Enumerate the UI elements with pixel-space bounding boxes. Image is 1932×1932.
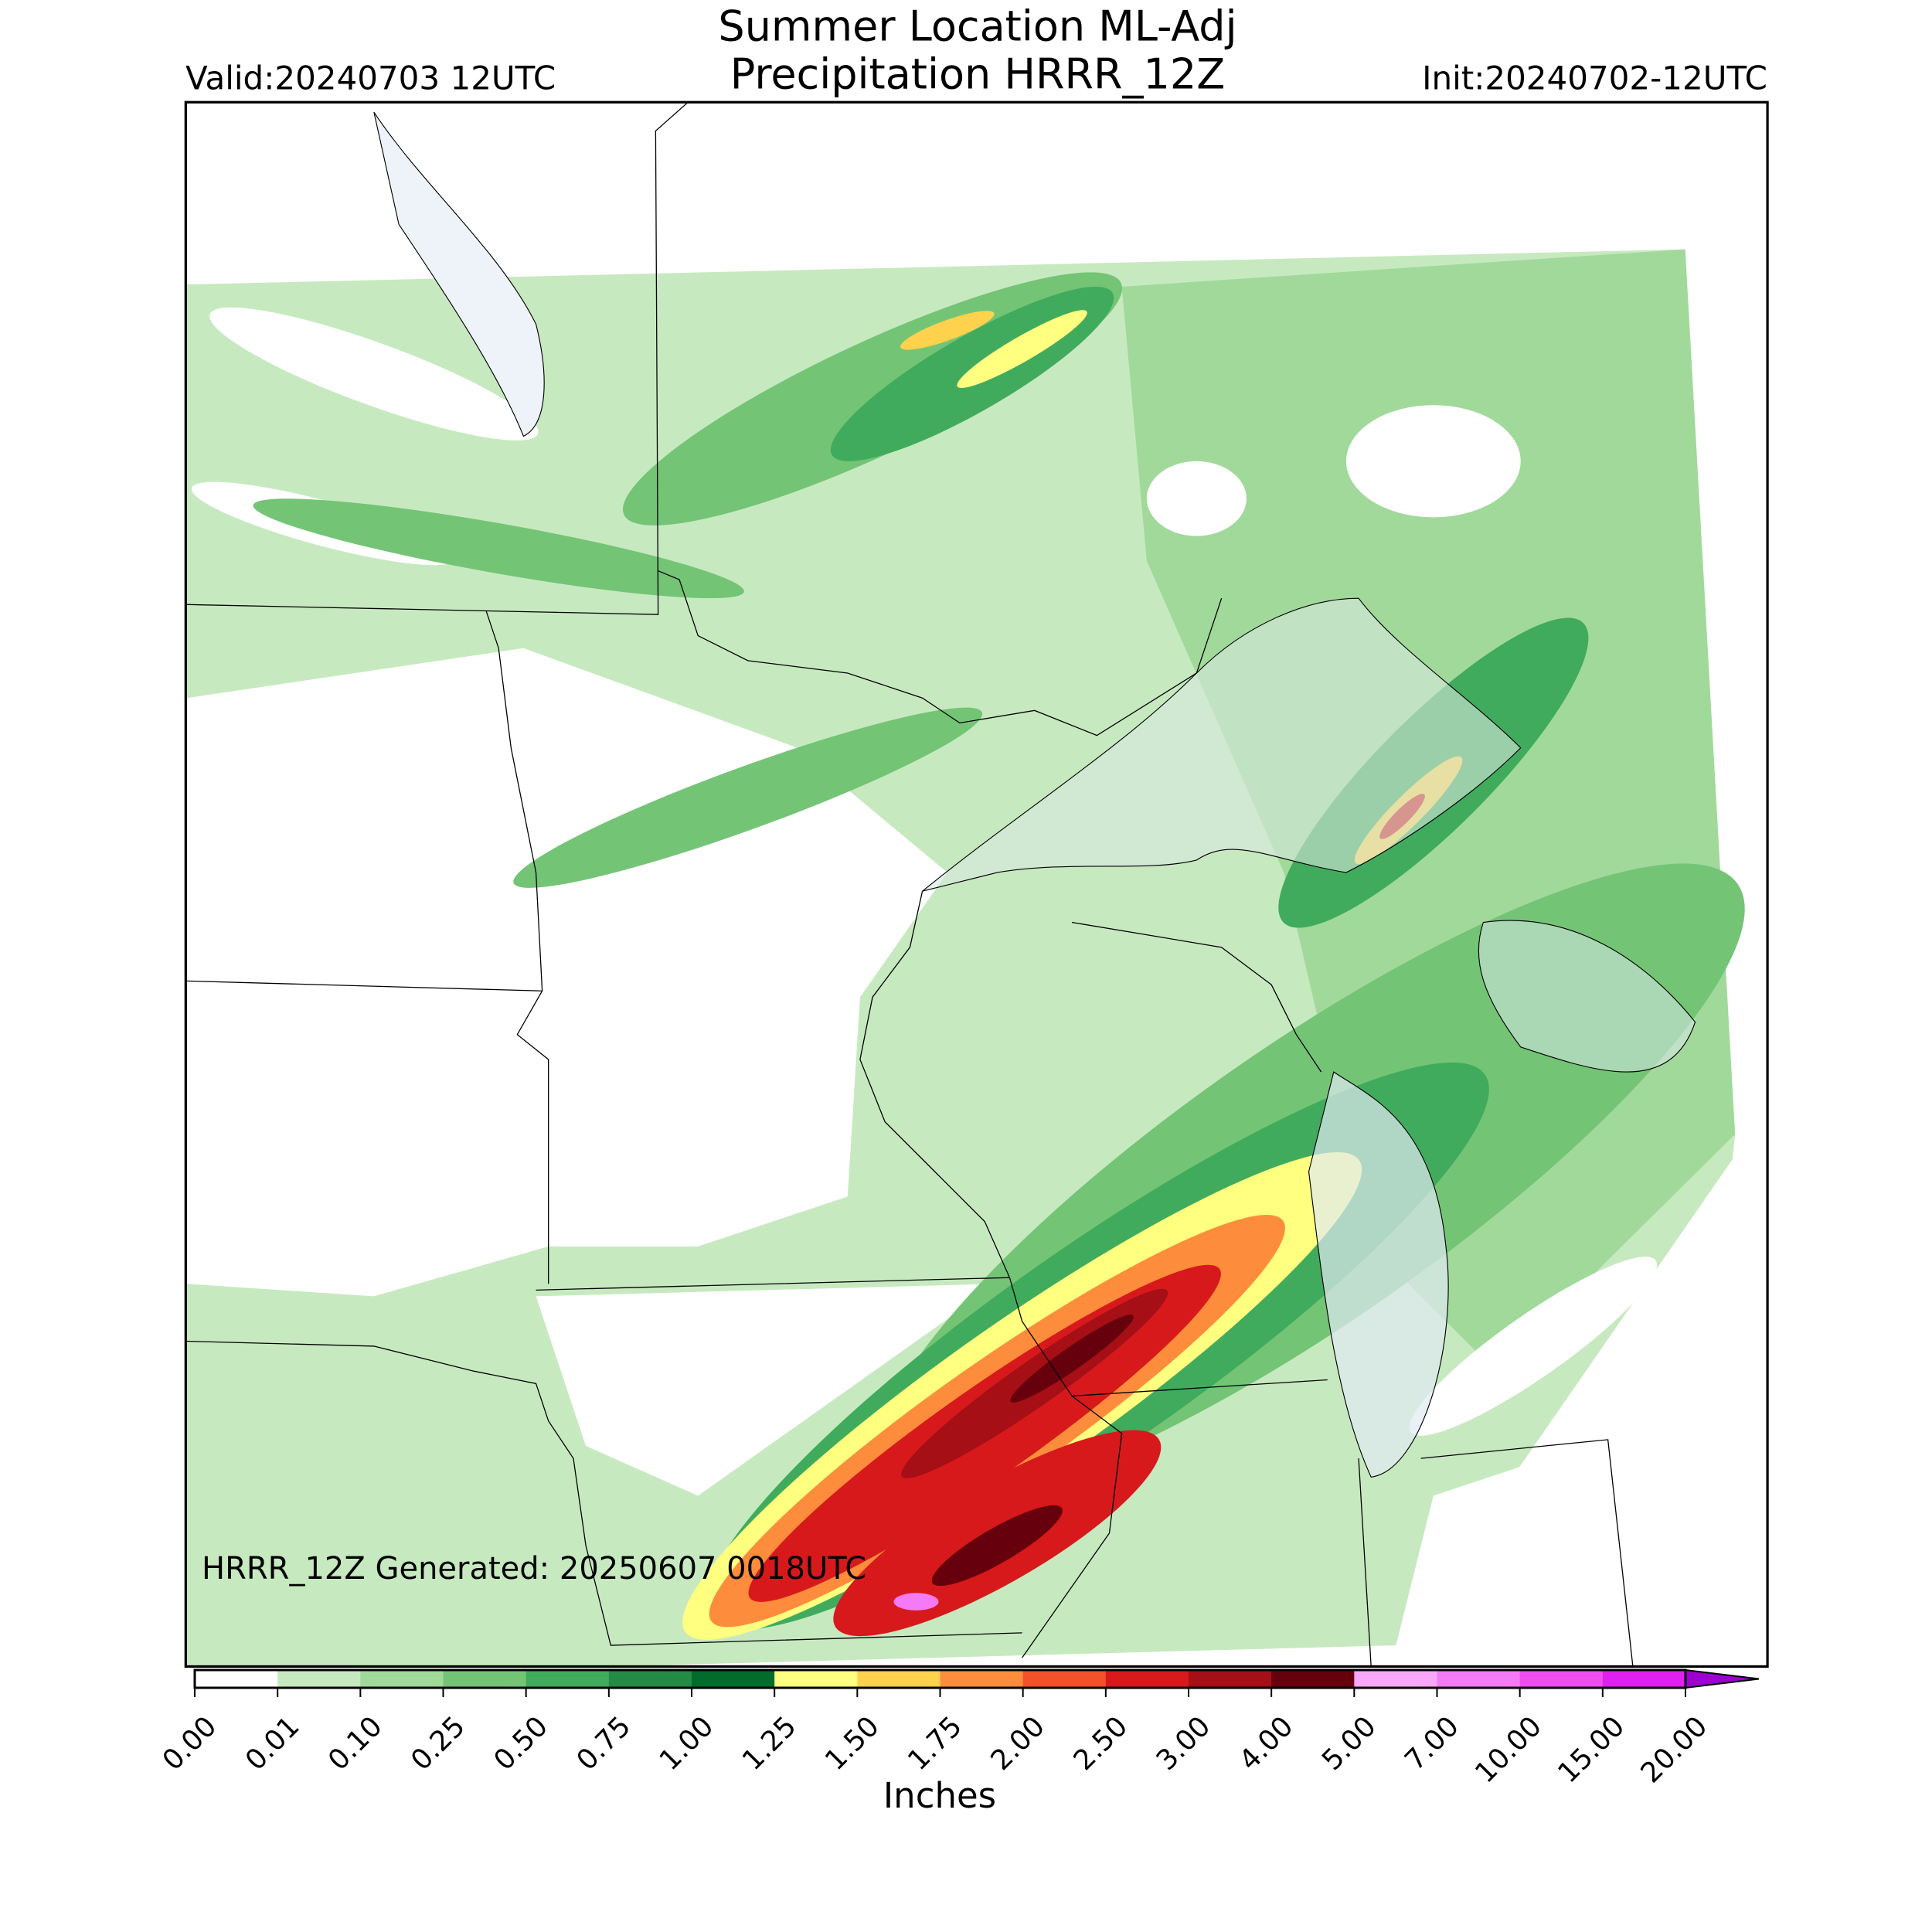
colorbar: 0.00 0.01 0.10 0.25 0.50 0.75 1.00 1.25 1.50 1.75… <box>157 1668 1760 1789</box>
colorbar-segment <box>1271 1670 1355 1688</box>
map-field <box>185 102 1745 1667</box>
colorbar-tick-label: 15.00 <box>1552 1710 1631 1789</box>
colorbar-tick-label: 0.50 <box>488 1710 554 1777</box>
colorbar-segment <box>195 1670 278 1688</box>
footnote: HRRR_12Z Generated: 20250607 0018UTC <box>202 1551 866 1587</box>
colorbar-segment <box>1189 1670 1272 1688</box>
colorbar-tick-label: 0.75 <box>571 1710 638 1777</box>
colorbar-tick-label: 20.00 <box>1635 1710 1714 1789</box>
colorbar-tick-label: 4.00 <box>1233 1710 1300 1777</box>
colorbar-tick-label: 1.50 <box>819 1710 886 1777</box>
colorbar-tick-label: 7.00 <box>1399 1710 1465 1777</box>
colorbar-segment <box>608 1670 692 1688</box>
colorbar-segment <box>360 1670 444 1688</box>
colorbar-segment <box>1519 1670 1604 1688</box>
map-frame <box>184 100 1769 1668</box>
colorbar-segment <box>1022 1670 1107 1688</box>
colorbar-tick-label: 2.50 <box>1068 1710 1134 1777</box>
colorbar-tick-label: 2.00 <box>985 1710 1051 1777</box>
colorbar-segment <box>940 1670 1024 1688</box>
colorbar-tick-label: 3.00 <box>1151 1710 1217 1777</box>
title: Precipitation HRRR_12Z <box>730 50 1226 99</box>
colorbar-tick-label: 1.00 <box>654 1710 720 1777</box>
colorbar-tick-label: 0.00 <box>157 1710 223 1777</box>
colorbar-label: Inches <box>883 1775 996 1816</box>
colorbar-tick-label: 10.00 <box>1469 1710 1548 1789</box>
colorbar-tick-label: 0.25 <box>405 1710 471 1777</box>
colorbar-segment <box>774 1670 858 1688</box>
title: Summer Location ML-Adj <box>718 2 1236 51</box>
map <box>184 100 1769 1668</box>
colorbar-segment <box>277 1670 361 1688</box>
colorbar-tick-label: 0.01 <box>240 1710 306 1777</box>
init-time: Init:20240702-12UTC <box>1422 60 1767 97</box>
colorbar-tick-label: 0.10 <box>322 1710 389 1777</box>
colorbar-segment <box>526 1670 610 1688</box>
colorbar-tick-label: 1.75 <box>902 1710 968 1777</box>
colorbar-segment <box>692 1670 775 1688</box>
colorbar-tick-label: 1.25 <box>736 1710 803 1777</box>
colorbar-segment <box>1602 1670 1686 1688</box>
colorbar-segment <box>857 1670 940 1688</box>
colorbar-tick-label: 5.00 <box>1316 1710 1383 1777</box>
valid-time: Valid:20240703 12UTC <box>185 60 556 97</box>
colorbar-segment <box>1437 1670 1521 1688</box>
colorbar-segment <box>1105 1670 1189 1688</box>
colorbar-segment <box>1354 1670 1437 1688</box>
colorbar-segment <box>443 1670 527 1688</box>
colorbar-extend <box>1685 1668 1760 1689</box>
